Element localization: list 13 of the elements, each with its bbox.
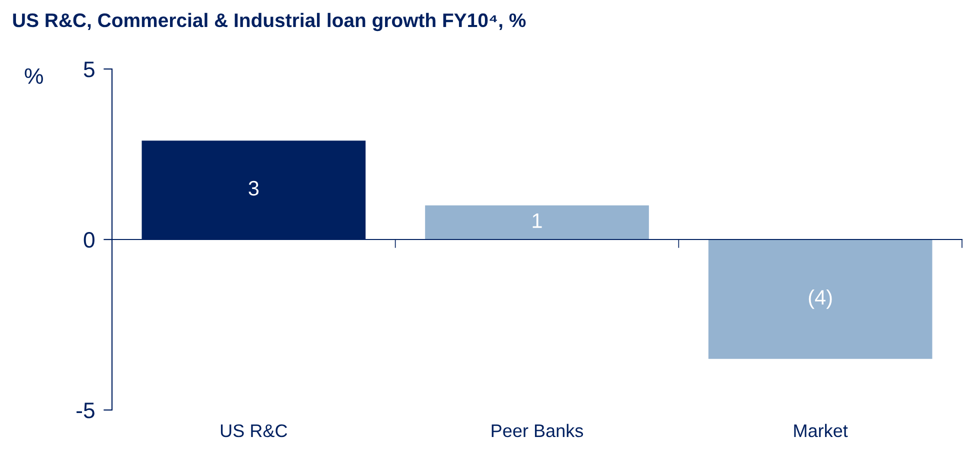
data-label: 1 [532, 214, 542, 228]
bar [425, 205, 649, 240]
y-tick-label: 5 [84, 62, 94, 78]
x-tick-label: Peer Banks [492, 424, 584, 438]
data-label: (4) [808, 289, 832, 309]
y-axis-title: % [24, 68, 43, 84]
x-tick-label: US R&C [220, 424, 288, 438]
y-tick-label: 0 [84, 232, 94, 248]
x-tick-label: Market [794, 424, 848, 438]
data-label: 3 [248, 180, 259, 196]
bar [708, 240, 932, 359]
chart-title: US R&C, Commercial & Industrial loan growth FY10⁴, % [13, 12, 526, 32]
y-tick-label: -5 [76, 402, 94, 418]
